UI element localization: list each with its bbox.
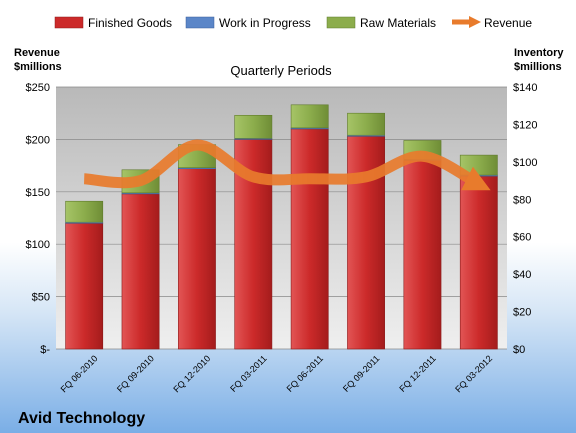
right-tick-label: $80: [513, 194, 531, 206]
left-tick-label: $50: [32, 292, 50, 304]
legend: Finished Goods Work in Progress Raw Mate…: [54, 15, 532, 30]
bar-series: [65, 104, 498, 350]
legend-swatch-raw-materials: [326, 16, 356, 29]
legend-swatch-work-in-progress: [185, 16, 215, 29]
right-tick-label: $40: [513, 269, 531, 281]
left-tick-label: $200: [26, 134, 50, 146]
chart-subtitle: Quarterly Periods: [230, 63, 332, 78]
right-axis-title-line2: $millions: [514, 61, 562, 73]
legend-swatch-finished-goods: [54, 16, 84, 29]
x-tick-label: FQ 09-2011: [341, 353, 382, 394]
bar-finished-goods: [290, 128, 329, 350]
left-tick-label: $250: [26, 82, 50, 94]
bar-finished-goods: [178, 168, 216, 350]
x-tick-label: FQ 12-2010: [171, 353, 212, 394]
left-axis-title-line2: $millions: [14, 61, 62, 73]
bar-raw-materials: [234, 114, 273, 139]
revenue-line: [83, 139, 491, 191]
right-tick-label: $120: [513, 119, 537, 131]
right-tick-label: $0: [513, 344, 525, 356]
x-tick-label: FQ 09-2010: [115, 353, 156, 394]
left-tick-label: $150: [26, 187, 50, 199]
right-tick-label: $60: [513, 232, 531, 244]
right-axis-ticks: $0 $20 $40 $60 $80 $100 $120 $140: [513, 82, 537, 356]
legend-label-raw-materials: Raw Materials: [360, 16, 436, 30]
x-tick-label: FQ 06-2011: [285, 353, 326, 394]
bar-finished-goods: [459, 175, 498, 350]
bar-finished-goods: [65, 222, 104, 350]
right-axis-title-line1: Inventory: [514, 47, 564, 59]
bar-raw-materials: [347, 112, 385, 136]
left-tick-label: $-: [40, 344, 50, 356]
legend-label-work-in-progress: Work in Progress: [219, 16, 311, 30]
x-tick-label: FQ 03-2011: [228, 353, 269, 394]
bar-finished-goods: [403, 160, 442, 350]
legend-label-revenue: Revenue: [484, 16, 532, 30]
left-axis-ticks: $- $50 $100 $150 $200 $250: [26, 82, 51, 356]
x-tick-label: FQ 03-2012: [453, 353, 494, 394]
x-axis-ticks: FQ 06-2010 FQ 09-2010 FQ 12-2010 FQ 03-2011…: [59, 353, 495, 394]
left-tick-label: $100: [26, 239, 50, 251]
x-tick-label: FQ 12-2011: [397, 353, 438, 394]
bar-finished-goods: [121, 193, 160, 350]
revenue-line-group: [83, 139, 491, 191]
right-tick-label: $20: [513, 307, 531, 319]
left-axis-title-line1: Revenue: [14, 47, 60, 59]
x-tick-label: FQ 06-2010: [59, 353, 100, 394]
right-tick-label: $100: [513, 157, 537, 169]
bar-raw-materials: [290, 104, 329, 129]
right-tick-label: $140: [513, 82, 537, 94]
legend-label-finished-goods: Finished Goods: [88, 16, 172, 30]
bar-raw-materials: [65, 200, 104, 223]
company-name: Avid Technology: [18, 410, 145, 427]
